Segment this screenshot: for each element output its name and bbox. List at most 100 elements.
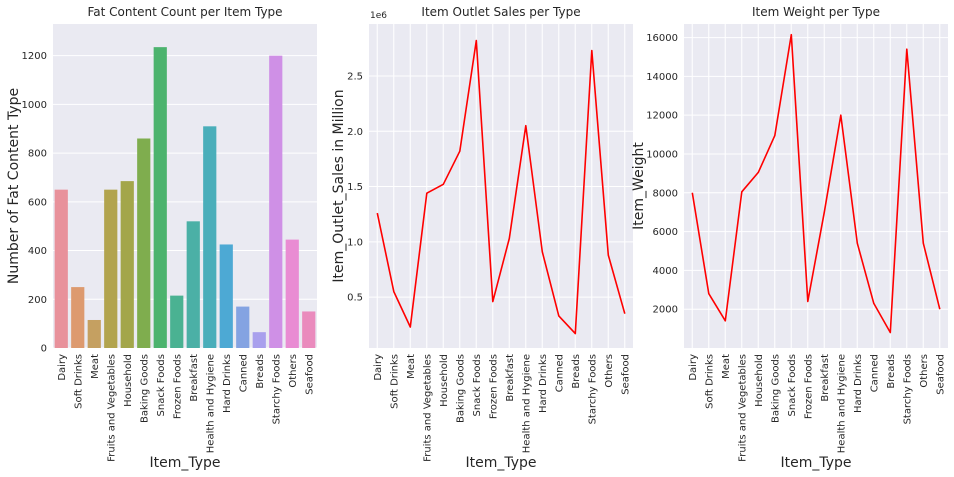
x-tick-label: Starchy Foods xyxy=(902,354,913,424)
x-axis-label: Item_Type xyxy=(780,455,851,471)
x-tick-label: Meat xyxy=(721,354,732,379)
x-tick-label: Breads xyxy=(571,354,582,389)
bar xyxy=(170,295,184,348)
y-tick-label: 6000 xyxy=(653,227,678,238)
y-tick-labels: 2000 4000 6000 8000 10000 12000 14000 16000 xyxy=(646,33,678,316)
bar xyxy=(302,311,316,348)
x-tick-label: Fruits and Vegetables xyxy=(106,354,117,462)
chart-title: Item Outlet Sales per Type xyxy=(421,5,580,19)
x-tick-label: Canned xyxy=(554,354,565,392)
chart-title: Fat Content Count per Item Type xyxy=(87,5,282,19)
panel-fat-content-count: 0 200 400 600 800 1000 1200 Dairy Soft Drinks Me… xyxy=(6,5,317,471)
x-tick-labels: Dairy Soft Drinks Meat Fruits and Vegetable… xyxy=(688,354,947,462)
x-tick-label: Canned xyxy=(238,354,249,392)
x-tick-label: Starchy Foods xyxy=(271,354,282,424)
x-tick-label: Household xyxy=(439,354,450,407)
y-tick-label: 200 xyxy=(28,295,47,306)
series-line xyxy=(376,39,626,335)
x-tick-label: Breads xyxy=(886,354,897,389)
x-tick-label: Hard Drinks xyxy=(538,354,549,413)
y-tick-label: 0.5 xyxy=(347,293,363,304)
x-tick-label: Fruits and Vegetables xyxy=(737,354,748,462)
bar xyxy=(186,221,200,348)
x-tick-label: Snack Foods xyxy=(156,354,167,416)
y-tick-label: 4000 xyxy=(653,266,678,277)
x-tick-label: Frozen Foods xyxy=(803,354,814,419)
bar xyxy=(203,126,217,348)
x-tick-label: Fruits and Vegetables xyxy=(422,354,433,462)
x-tick-label: Frozen Foods xyxy=(488,354,499,419)
y-axis-label: Item_Weight xyxy=(631,142,647,230)
y-tick-labels: 0 200 400 600 800 1000 1200 xyxy=(22,51,47,354)
x-tick-label: Others xyxy=(288,354,299,388)
x-tick-label: Dairy xyxy=(688,354,699,381)
y-tick-label: 10000 xyxy=(646,149,678,160)
series-line xyxy=(691,33,941,334)
gridlines xyxy=(369,24,633,348)
x-axis-label: Item_Type xyxy=(465,455,536,471)
x-tick-label: Snack Foods xyxy=(472,354,483,416)
bar xyxy=(153,47,167,349)
y-tick-label: 8000 xyxy=(653,188,678,199)
y-tick-label: 1000 xyxy=(22,100,47,111)
panel-item-weight: 2000 4000 6000 8000 10000 12000 14000 16000 Dai… xyxy=(631,5,948,471)
panel-outlet-sales: 0.5 1.0 1.5 2.0 2.5 Dairy Soft Drinks Meat Frui… xyxy=(331,5,633,471)
line-series xyxy=(691,33,941,334)
y-tick-label: 1.0 xyxy=(347,237,363,248)
y-tick-label: 12000 xyxy=(646,111,678,122)
x-tick-labels: Dairy Soft Drinks Meat Fruits and Vegetable… xyxy=(57,354,316,462)
bar xyxy=(236,306,250,348)
x-tick-label: Meat xyxy=(90,354,101,379)
y-tick-label: 600 xyxy=(28,197,47,208)
chart-title: Item Weight per Type xyxy=(752,5,880,19)
x-tick-label: Soft Drinks xyxy=(389,354,400,409)
bar xyxy=(120,181,134,348)
x-tick-labels: Dairy Soft Drinks Meat Fruits and Vegetable… xyxy=(373,354,632,462)
bars xyxy=(54,47,316,349)
bar xyxy=(54,189,68,348)
x-tick-label: Soft Drinks xyxy=(704,354,715,409)
x-tick-label: Snack Foods xyxy=(787,354,798,416)
bar xyxy=(219,244,233,348)
x-tick-label: Breads xyxy=(255,354,266,389)
y-tick-label: 2000 xyxy=(653,305,678,316)
x-tick-label: Household xyxy=(123,354,134,407)
y-tick-label: 800 xyxy=(28,149,47,160)
x-tick-label: Hard Drinks xyxy=(222,354,233,413)
x-tick-label: Frozen Foods xyxy=(172,354,183,419)
y-tick-label: 2.5 xyxy=(347,71,363,82)
x-tick-label: Seafood xyxy=(620,354,631,395)
x-tick-label: Baking Goods xyxy=(139,354,150,423)
x-tick-label: Soft Drinks xyxy=(73,354,84,409)
bar xyxy=(71,287,85,348)
x-tick-label: Household xyxy=(754,354,765,407)
y-offset-text: 1e6 xyxy=(370,11,387,21)
x-tick-label: Dairy xyxy=(57,354,68,381)
x-tick-label: Others xyxy=(604,354,615,388)
y-tick-label: 0 xyxy=(41,344,47,355)
x-axis-label: Item_Type xyxy=(149,455,220,471)
bar xyxy=(104,189,118,348)
bar xyxy=(269,55,283,348)
x-tick-label: Baking Goods xyxy=(770,354,781,423)
y-tick-label: 2.0 xyxy=(347,127,363,138)
x-tick-label: Health and Hygiene xyxy=(521,354,532,453)
x-tick-label: Breakfast xyxy=(505,354,516,402)
x-tick-label: Others xyxy=(919,354,930,388)
x-tick-label: Canned xyxy=(869,354,880,392)
x-tick-label: Dairy xyxy=(373,354,384,381)
bar xyxy=(87,319,101,348)
y-tick-labels: 0.5 1.0 1.5 2.0 2.5 xyxy=(347,71,363,303)
y-tick-label: 14000 xyxy=(646,72,678,83)
y-axis-label: Item_Outlet_Sales in Million xyxy=(331,89,347,282)
plot-area xyxy=(369,24,633,348)
y-tick-label: 400 xyxy=(28,246,47,257)
x-tick-label: Breakfast xyxy=(820,354,831,402)
x-tick-label: Baking Goods xyxy=(455,354,466,423)
line-series xyxy=(376,39,626,335)
x-tick-label: Seafood xyxy=(304,354,315,395)
bar xyxy=(252,332,266,348)
x-tick-label: Seafood xyxy=(935,354,946,395)
x-tick-label: Hard Drinks xyxy=(853,354,864,413)
